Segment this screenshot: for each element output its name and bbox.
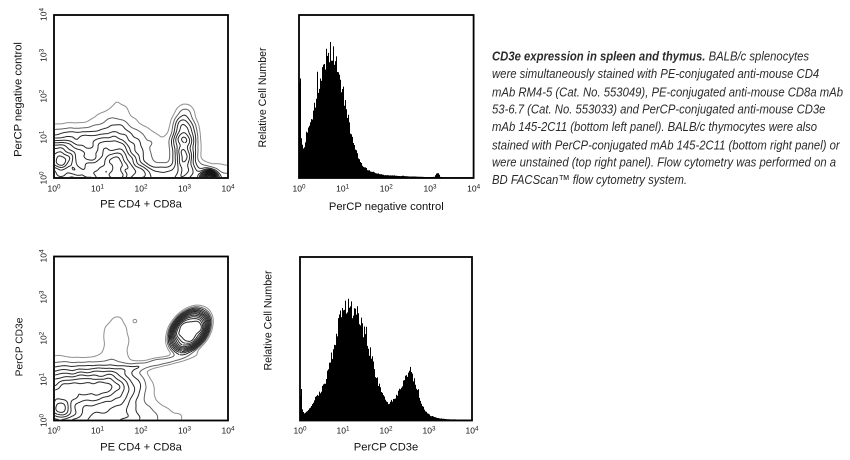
svg-text:103: 103 — [178, 425, 191, 435]
svg-text:PE CD4 + CD8a: PE CD4 + CD8a — [100, 442, 183, 454]
svg-text:100: 100 — [293, 183, 306, 193]
svg-text:102: 102 — [38, 331, 48, 344]
svg-text:101: 101 — [38, 372, 48, 385]
svg-text:101: 101 — [336, 183, 349, 193]
svg-text:101: 101 — [38, 130, 48, 143]
svg-text:104: 104 — [222, 425, 235, 435]
svg-text:104: 104 — [222, 183, 235, 193]
svg-text:104: 104 — [38, 249, 48, 262]
svg-text:102: 102 — [38, 89, 48, 102]
svg-text:100: 100 — [48, 425, 61, 435]
svg-text:100: 100 — [38, 171, 48, 184]
svg-text:PerCP negative control: PerCP negative control — [329, 201, 444, 213]
svg-text:104: 104 — [38, 8, 48, 21]
svg-text:104: 104 — [467, 183, 480, 193]
svg-text:100: 100 — [294, 425, 307, 435]
svg-text:103: 103 — [424, 183, 437, 193]
svg-text:PE CD4 + CD8a: PE CD4 + CD8a — [100, 199, 183, 211]
svg-text:103: 103 — [38, 290, 48, 303]
svg-text:Relative Cell Number: Relative Cell Number — [263, 270, 275, 371]
svg-text:103: 103 — [38, 48, 48, 61]
svg-text:102: 102 — [380, 183, 393, 193]
svg-text:102: 102 — [135, 425, 148, 435]
svg-text:Relative Cell Number: Relative Cell Number — [257, 47, 269, 148]
svg-text:PerCP CD3e: PerCP CD3e — [354, 442, 418, 454]
svg-text:103: 103 — [178, 183, 191, 193]
svg-text:100: 100 — [38, 414, 48, 427]
svg-text:101: 101 — [337, 425, 350, 435]
svg-text:100: 100 — [48, 183, 61, 193]
svg-text:104: 104 — [466, 425, 479, 435]
svg-text:101: 101 — [91, 183, 104, 193]
svg-text:PerCP CD3e: PerCP CD3e — [15, 317, 26, 376]
svg-text:101: 101 — [91, 425, 104, 435]
svg-text:102: 102 — [380, 425, 393, 435]
svg-text:102: 102 — [135, 183, 148, 193]
svg-text:PerCP negative control: PerCP negative control — [13, 42, 25, 157]
svg-text:103: 103 — [423, 425, 436, 435]
